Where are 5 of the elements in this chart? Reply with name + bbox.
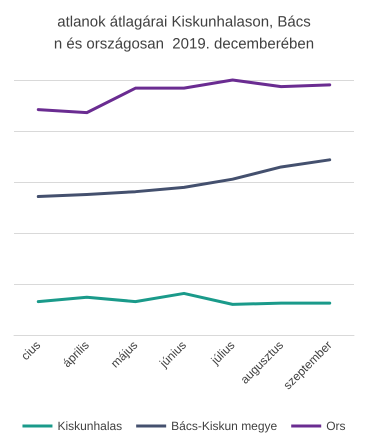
legend-label: Bács-Kiskun megye [171, 419, 278, 433]
x-tick-label: cius [18, 338, 44, 364]
chart-title: atlanok átlagárai Kiskunhalason, Bács n és országosan 2019. decemberében [54, 14, 314, 52]
legend-label: Ors [326, 419, 346, 433]
legend-label: Kiskunhalas [57, 419, 122, 433]
